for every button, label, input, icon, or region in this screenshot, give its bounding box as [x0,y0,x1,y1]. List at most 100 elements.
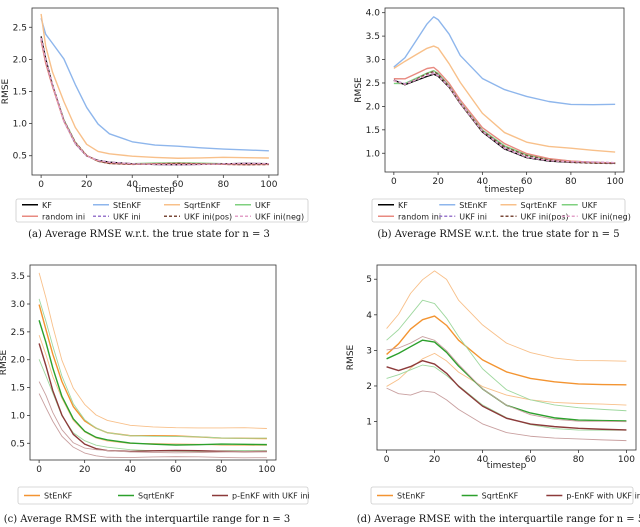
x-axis-label: timestep [135,185,175,195]
series-line-ukf-ini-neg- [40,37,269,166]
series-line-random-ini [40,40,269,166]
y-tick-label: 2.5 [366,79,380,89]
y-axis-label: RMSE [0,349,9,375]
y-axis-label: RMSE [346,344,356,370]
series-line-random-ini [393,66,616,164]
series-line-p-enkf-with-ukf-ini-lower [386,387,627,442]
series-line-sqrtenkf-upper [386,299,627,412]
y-tick-label: 2.0 [11,356,26,366]
legend-label: StEnKF [397,492,426,501]
y-tick-label: 4.0 [366,9,381,19]
legend-label: SqrtEnKF [482,492,519,501]
y-tick-label: 1.5 [13,88,27,98]
plot-frame [376,264,637,451]
y-tick-label: 1 [366,418,372,428]
x-tick-label: 100 [258,465,275,475]
legend-label: KF [42,201,52,210]
x-tick-label: 100 [618,455,635,465]
series-line-sqrtenkf [38,320,267,446]
series-line-p-enkf-with-ukf-ini-upper [386,336,627,423]
legend-label: p-EnKF with UKF ini [232,492,310,501]
figure-caption: (b) Average RMSE w.r.t. the true state f… [377,229,619,240]
legend-label: random ini [398,212,441,221]
y-tick-label: 3.5 [11,272,25,282]
legend-label: StEnKF [459,201,488,210]
x-tick-label: 80 [218,180,230,190]
x-tick-label: 80 [216,465,228,475]
x-tick-label: 60 [172,180,184,190]
chart-panel-3: 0 20 40 60 80 100 0.5 1.0 1.5 2.0 2.5 3.0 3.5 RMSE StE… [0,264,310,525]
y-axis-label: RMSE [354,77,364,103]
legend-label: UKF ini(neg) [582,212,631,221]
x-tick-label: 40 [477,177,489,187]
y-tick-label: 0.5 [13,152,27,162]
series-line-stenkf-upper [38,272,267,429]
y-tick-label: 2.0 [13,55,28,65]
y-tick-label: 1.5 [366,126,380,136]
figure-caption: (d) Average RMSE with the interquartile … [357,514,640,525]
x-tick-label: 100 [260,180,277,190]
legend-box [17,486,309,505]
legend-label: StEnKF [113,201,142,210]
series-line-stenkf-upper [386,270,627,362]
x-tick-label: 20 [81,180,93,190]
x-axis-label: timestep [487,461,527,471]
series-line-stenkf [386,315,627,386]
x-tick-label: 100 [607,177,624,187]
x-tick-label: 0 [36,465,42,475]
y-tick-label: 3.0 [366,56,381,66]
y-tick-label: 1.0 [11,411,26,421]
y-tick-label: 2.5 [11,328,25,338]
series-line-sqrtenkf [393,45,616,153]
series-line-sqrtenkf [386,339,627,422]
series-line-sqrtenkf-upper [38,298,267,439]
plot-frame [29,264,277,461]
chart-panel-1: 0 20 40 60 80 100 0.5 1.0 1.5 2.0 2.5 RMSE timestep K… [1,7,309,240]
x-tick-label: 40 [126,180,138,190]
legend-label: UKF ini(pos) [184,212,232,221]
x-tick-label: 0 [38,180,44,190]
legend-label: SqrtEnKF [521,201,558,210]
x-tick-label: 20 [79,465,91,475]
x-tick-label: 40 [477,455,489,465]
y-tick-label: 3.0 [11,300,26,310]
legend-label: UKF ini(pos) [521,212,569,221]
legend-label: UKF ini [459,212,487,221]
x-tick-label: 20 [429,455,441,465]
legend-label: UKF ini(neg) [255,212,304,221]
series-line-p-enkf-with-ukf-ini [386,359,627,431]
chart-panel-4: 0 20 40 60 80 100 1 2 3 4 5 RMSE timestep StEnKF SqrtE… [346,264,640,525]
x-tick-label: 20 [432,177,444,187]
plot-frame [384,7,625,173]
legend-label: UKF [255,201,271,210]
series-line-sqrtenkf [40,13,269,159]
x-tick-label: 0 [384,455,390,465]
series-line-sqrtenkf-lower [386,364,627,431]
series-line-p-enkf-with-ukf-ini-upper [38,381,267,454]
legend-label: SqrtEnKF [184,201,221,210]
x-tick-label: 60 [521,177,533,187]
y-tick-label: 2.5 [13,23,27,33]
figure-caption: (c) Average RMSE with the interquartile … [4,514,291,525]
x-tick-label: 40 [124,465,136,475]
y-tick-label: 1.0 [366,149,381,159]
legend-label: p-EnKF with UKF ini [566,492,640,501]
series-line-stenkf-lower [38,334,267,447]
legend-label: UKF [582,201,598,210]
y-tick-label: 1.0 [13,120,28,130]
x-tick-label: 80 [565,177,577,187]
y-tick-label: 0.5 [11,439,25,449]
series-line-stenkf [40,17,269,152]
legend-label: KF [398,201,408,210]
x-tick-label: 80 [573,455,585,465]
figure-caption: (a) Average RMSE w.r.t. the true state f… [28,229,270,240]
x-tick-label: 0 [391,177,397,187]
series-line-ukf-ini-neg- [393,73,616,164]
legend-label: SqrtEnKF [138,492,175,501]
y-tick-label: 3.5 [366,32,380,42]
legend-box [370,486,634,505]
legend-label: StEnKF [44,492,73,501]
y-axis-label: RMSE [1,78,11,104]
series-line-p-enkf-with-ukf-ini-lower [38,393,267,459]
